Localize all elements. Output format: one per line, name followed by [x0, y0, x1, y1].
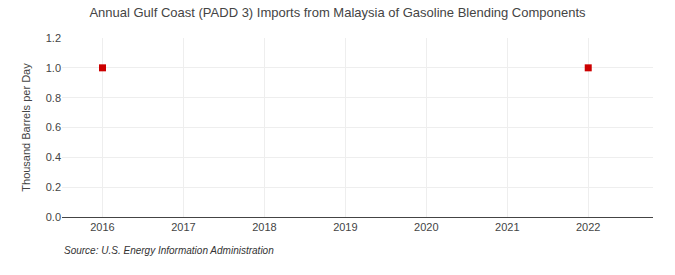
- svg-text:2021: 2021: [495, 221, 519, 233]
- svg-text:Thousand Barrels per Day: Thousand Barrels per Day: [20, 63, 32, 192]
- svg-text:0.0: 0.0: [46, 211, 61, 223]
- svg-text:0.6: 0.6: [46, 121, 61, 133]
- svg-text:2020: 2020: [414, 221, 438, 233]
- svg-text:2018: 2018: [252, 221, 276, 233]
- svg-text:2022: 2022: [576, 221, 600, 233]
- svg-text:0.2: 0.2: [46, 181, 61, 193]
- svg-text:Annual Gulf Coast (PADD 3) Imp: Annual Gulf Coast (PADD 3) Imports from …: [89, 5, 586, 20]
- svg-text:1.0: 1.0: [46, 62, 61, 74]
- svg-text:0.4: 0.4: [46, 151, 61, 163]
- svg-text:Source: U.S. Energy Informatio: Source: U.S. Energy Information Administ…: [64, 245, 274, 256]
- svg-text:2019: 2019: [333, 221, 357, 233]
- svg-text:2016: 2016: [90, 221, 114, 233]
- svg-text:2017: 2017: [171, 221, 195, 233]
- svg-text:0.8: 0.8: [46, 92, 61, 104]
- svg-text:1.2: 1.2: [46, 32, 61, 44]
